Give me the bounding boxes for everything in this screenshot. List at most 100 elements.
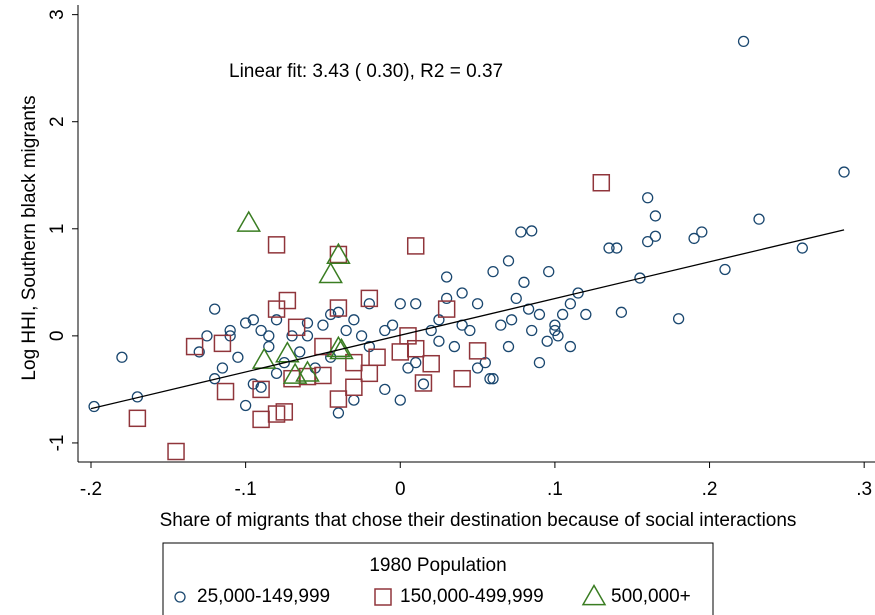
point-circle bbox=[642, 235, 654, 248]
point-square bbox=[252, 380, 270, 399]
point-circle bbox=[116, 351, 128, 363]
point-circle bbox=[410, 356, 422, 369]
point-circle bbox=[487, 373, 499, 385]
point-square bbox=[213, 334, 232, 353]
point-circle bbox=[510, 292, 522, 305]
y-tick-label: 0 bbox=[47, 331, 68, 342]
point-circle bbox=[332, 407, 345, 419]
point-circle bbox=[402, 362, 414, 374]
y-tick-label: 3 bbox=[47, 9, 68, 20]
point-circle bbox=[441, 292, 453, 305]
point-circle bbox=[247, 314, 260, 326]
point-circle bbox=[522, 303, 535, 315]
point-circle bbox=[505, 314, 518, 326]
point-circle bbox=[541, 335, 553, 347]
point-square bbox=[592, 173, 611, 192]
point-triangle bbox=[329, 337, 354, 360]
point-circle bbox=[696, 226, 708, 238]
point-circle bbox=[572, 287, 584, 299]
x-tick-label: 0 bbox=[395, 479, 406, 500]
point-square bbox=[216, 382, 235, 401]
y-axis-title: Log HHI, Southern black migrants bbox=[19, 95, 40, 380]
point-circle bbox=[255, 381, 267, 393]
legend-label: 150,000-499,999 bbox=[400, 586, 544, 607]
point-circle bbox=[270, 314, 283, 326]
point-circle bbox=[518, 276, 530, 288]
point-circle bbox=[209, 303, 221, 315]
point-triangle bbox=[318, 261, 343, 284]
point-square bbox=[374, 588, 392, 606]
point-circle bbox=[317, 319, 329, 331]
point-circle bbox=[216, 362, 229, 374]
point-circle bbox=[471, 298, 484, 310]
point-circle bbox=[448, 340, 461, 353]
point-circle bbox=[270, 367, 283, 379]
point-circle bbox=[379, 324, 391, 337]
point-circle bbox=[603, 242, 615, 254]
point-circle bbox=[737, 35, 750, 48]
point-circle bbox=[502, 340, 515, 353]
legend-label: 25,000-149,999 bbox=[197, 586, 330, 607]
point-circle bbox=[193, 346, 205, 358]
point-circle bbox=[386, 319, 399, 331]
point-square bbox=[267, 236, 286, 254]
legend-box bbox=[162, 542, 714, 615]
x-tick-label: .3 bbox=[856, 479, 872, 500]
point-square bbox=[287, 318, 306, 337]
point-square bbox=[128, 409, 147, 428]
point-circle bbox=[340, 324, 352, 337]
point-circle bbox=[611, 242, 623, 254]
point-square bbox=[360, 364, 379, 383]
point-square bbox=[391, 343, 410, 361]
point-square bbox=[329, 299, 348, 317]
point-circle bbox=[363, 298, 375, 310]
point-triangle bbox=[326, 242, 351, 264]
legend-label: 500,000+ bbox=[611, 586, 691, 607]
point-circle bbox=[263, 330, 275, 342]
point-square bbox=[414, 374, 433, 392]
point-circle bbox=[263, 340, 275, 353]
point-circle bbox=[456, 287, 468, 299]
point-circle bbox=[301, 317, 314, 329]
y-tick-label: 2 bbox=[47, 116, 68, 127]
point-circle bbox=[201, 330, 213, 342]
point-circle bbox=[564, 340, 577, 353]
point-circle bbox=[549, 324, 561, 337]
point-square bbox=[345, 378, 363, 397]
point-circle bbox=[838, 166, 850, 178]
point-triangle bbox=[295, 360, 320, 382]
point-circle bbox=[719, 263, 731, 276]
point-circle bbox=[239, 317, 252, 329]
point-circle bbox=[580, 308, 592, 321]
point-square bbox=[368, 348, 386, 367]
point-circle bbox=[433, 335, 445, 347]
point-circle bbox=[394, 298, 406, 310]
x-tick-label: -.1 bbox=[235, 479, 257, 500]
point-circle bbox=[410, 298, 422, 310]
point-circle bbox=[487, 265, 499, 278]
point-circle bbox=[484, 373, 496, 385]
point-circle bbox=[379, 383, 391, 396]
point-circle bbox=[649, 210, 662, 222]
point-square bbox=[278, 291, 297, 310]
point-circle bbox=[753, 213, 765, 225]
x-tick-label: -.2 bbox=[80, 479, 102, 500]
point-circle bbox=[394, 394, 406, 406]
point-circle bbox=[649, 230, 662, 242]
point-circle bbox=[348, 394, 360, 406]
point-square bbox=[185, 337, 204, 356]
point-circle bbox=[495, 319, 507, 331]
point-circle bbox=[515, 226, 527, 238]
point-circle bbox=[417, 378, 430, 390]
point-square bbox=[252, 410, 270, 429]
point-circle bbox=[255, 324, 267, 337]
point-circle bbox=[526, 225, 538, 237]
point-square bbox=[406, 237, 425, 255]
point-circle bbox=[672, 313, 685, 325]
fit-annotation: Linear fit: 3.43 ( 0.30), R2 = 0.37 bbox=[229, 61, 503, 82]
point-circle bbox=[278, 356, 290, 369]
point-circle bbox=[615, 306, 628, 318]
point-circle bbox=[564, 298, 577, 310]
point-circle bbox=[232, 351, 244, 363]
